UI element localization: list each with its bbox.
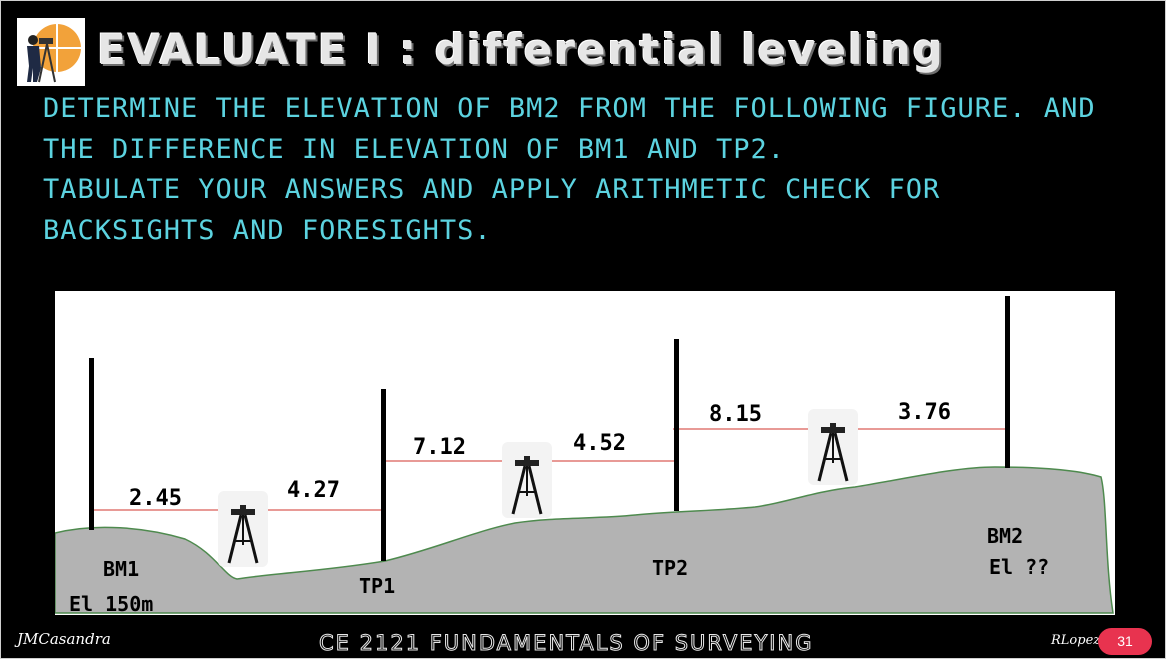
- station-tp1-label: TP1: [359, 574, 395, 598]
- ground-profile: [54, 466, 1114, 614]
- backsight-3-label: 8.15: [709, 402, 762, 427]
- instruction-paragraph-2: TABULATE YOUR ANSWERS AND APPLY ARITHMET…: [43, 174, 941, 246]
- station-bm1-label: BM1: [103, 557, 139, 581]
- slide-title: EVALUATE I : differential leveling: [97, 25, 945, 74]
- leveling-diagram: 2.45 4.27 7.12 4.52 8.15 3.76 BM1 El 150…: [54, 296, 1114, 616]
- surveyor-logo: [17, 18, 85, 86]
- rod-bm2: [1005, 296, 1010, 468]
- level-instrument-1-icon: [218, 491, 268, 567]
- leveling-figure: 2.45 4.27 7.12 4.52 8.15 3.76 BM1 El 150…: [54, 291, 1115, 616]
- author-signature-right: RLopez: [1051, 633, 1101, 648]
- backsight-2-label: 7.12: [413, 435, 466, 460]
- course-title: CE 2121 FUNDAMENTALS OF SURVEYING: [318, 631, 814, 656]
- rod-tp1: [381, 389, 386, 561]
- instruction-text: DETERMINE THE ELEVATION OF BM2 FROM THE …: [43, 89, 1123, 251]
- foresight-1-label: 4.27: [287, 478, 340, 503]
- surveyor-logo-icon: [27, 24, 81, 83]
- rod-bm1: [89, 358, 94, 530]
- station-tp2-label: TP2: [652, 556, 688, 580]
- instruction-paragraph-1: DETERMINE THE ELEVATION OF BM2 FROM THE …: [43, 93, 1096, 165]
- author-signature-left: JMCasandra: [17, 630, 111, 648]
- foresight-3-label: 3.76: [898, 400, 951, 425]
- station-bm2-elevation: El ??: [989, 555, 1049, 579]
- station-bm2-label: BM2: [987, 524, 1023, 548]
- rod-tp2: [674, 339, 679, 511]
- backsight-1-label: 2.45: [129, 486, 182, 511]
- foresight-2-label: 4.52: [573, 431, 626, 456]
- level-instrument-3-icon: [808, 409, 858, 485]
- level-instrument-2-icon: [502, 442, 552, 518]
- station-bm1-elevation: El 150m: [69, 592, 153, 615]
- page-number-badge: 31: [1098, 628, 1152, 655]
